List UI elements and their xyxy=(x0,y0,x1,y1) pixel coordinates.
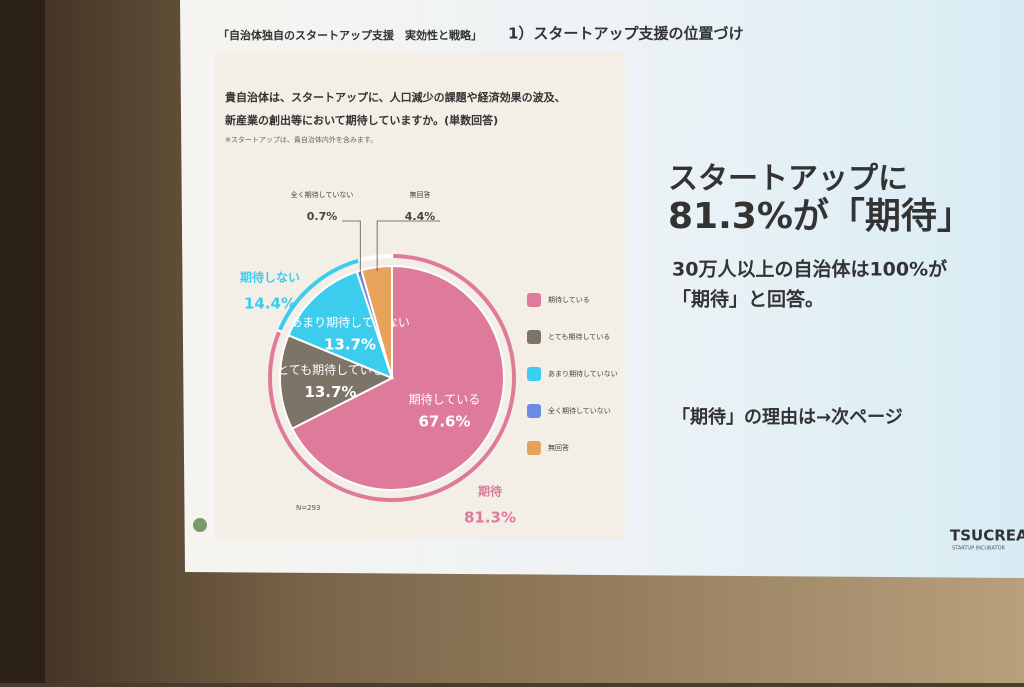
group-label: 期待 xyxy=(478,484,502,499)
legend-swatch xyxy=(527,293,541,307)
leader-line xyxy=(376,220,440,272)
slice-value: 13.7% xyxy=(304,383,356,401)
slice-label: 無回答 xyxy=(410,190,431,199)
pie-slice xyxy=(287,270,394,380)
logo-sub: STARTUP INCUBATOR xyxy=(952,546,1006,552)
headline: スタートアップに xyxy=(668,162,908,197)
legend-swatch xyxy=(527,367,541,381)
slice-value: 67.6% xyxy=(418,413,470,431)
pie-slice xyxy=(279,334,395,430)
logo: TSUCREA xyxy=(950,527,1024,545)
icon xyxy=(193,518,207,532)
pie-slice xyxy=(360,264,393,379)
headline: 81.3%が「期待」 xyxy=(668,196,973,237)
group-ring xyxy=(278,258,359,331)
leader-line xyxy=(342,220,361,275)
legend-swatch xyxy=(527,441,541,455)
slice-value: 4.4% xyxy=(405,210,436,223)
legend-label: 期待している xyxy=(548,295,590,304)
header: 「自治体独自のスタートアップ支援 実効性と戦略」 xyxy=(218,28,482,42)
legend-swatch xyxy=(527,404,541,418)
legend-label: 無回答 xyxy=(548,443,569,452)
legend-label: 全く期待していない xyxy=(548,406,611,415)
pie-slice xyxy=(290,264,505,491)
pie-chart: 期待81.3%期待しない14.4%期待している67.6%期待しているとても期待し… xyxy=(240,190,618,527)
legend-swatch xyxy=(527,330,541,344)
note: ※スタートアップは、貴自治体内外を含みます。 xyxy=(225,135,377,144)
slice-label: 全く期待していない xyxy=(291,190,354,199)
legend-label: あまり期待していない xyxy=(548,369,618,378)
slice-label: とても期待している xyxy=(277,363,384,377)
slice-value: 0.7% xyxy=(307,210,338,223)
legend-label: とても期待している xyxy=(548,332,610,341)
section: 1）スタートアップ支援の位置づけ xyxy=(508,25,743,43)
subtext: 「期待」と回答。 xyxy=(672,288,824,311)
sample-size: N=293 xyxy=(296,504,320,512)
pillar xyxy=(0,0,45,683)
slice-value: 13.7% xyxy=(324,335,376,353)
group-label: 期待しない xyxy=(240,270,300,285)
group-value: 14.4% xyxy=(244,295,296,313)
group-ring xyxy=(268,254,516,502)
next-page-note: 「期待」の理由は→次ページ xyxy=(672,406,903,428)
question: 新産業の創出等において期待していますか。(単数回答) xyxy=(225,113,498,127)
group-value: 81.3% xyxy=(464,509,516,527)
slice-label: 期待している xyxy=(409,393,481,407)
subtext: 30万人以上の自治体は100%が xyxy=(672,258,947,281)
question: 貴自治体は、スタートアップに、人口減少の課題や経済効果の波及、 xyxy=(225,90,566,104)
